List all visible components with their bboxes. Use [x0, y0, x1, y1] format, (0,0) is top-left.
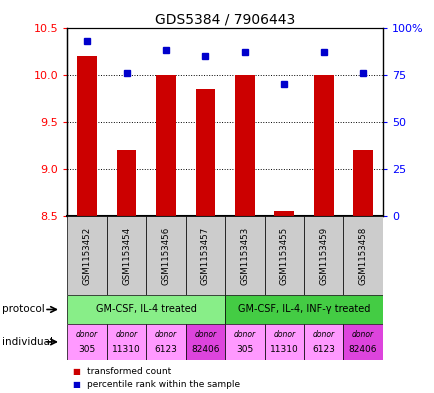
Text: GSM1153456: GSM1153456: [161, 226, 170, 285]
Bar: [107, 216, 146, 295]
Text: GM-CSF, IL-4, INF-γ treated: GM-CSF, IL-4, INF-γ treated: [237, 305, 369, 314]
Bar: [342, 324, 382, 360]
Text: GM-CSF, IL-4 treated: GM-CSF, IL-4 treated: [95, 305, 196, 314]
Text: 82406: 82406: [348, 345, 376, 354]
Text: donor: donor: [351, 331, 373, 339]
Text: 11310: 11310: [112, 345, 141, 354]
Text: donor: donor: [155, 331, 177, 339]
Text: transformed count: transformed count: [87, 367, 171, 376]
Text: donor: donor: [273, 331, 295, 339]
Text: donor: donor: [194, 331, 216, 339]
Bar: [234, 75, 254, 216]
Text: 305: 305: [78, 345, 95, 354]
Text: 6123: 6123: [154, 345, 177, 354]
Text: percentile rank within the sample: percentile rank within the sample: [87, 380, 240, 389]
Text: GSM1153458: GSM1153458: [358, 226, 367, 285]
Text: GSM1153453: GSM1153453: [240, 226, 249, 285]
Bar: [195, 89, 215, 216]
Text: GSM1153459: GSM1153459: [319, 226, 327, 285]
Text: 305: 305: [236, 345, 253, 354]
Bar: [77, 56, 97, 216]
Bar: [67, 216, 107, 295]
Bar: [303, 324, 342, 360]
Bar: [225, 295, 382, 324]
Bar: [185, 324, 225, 360]
Text: ■: ■: [72, 380, 79, 389]
Bar: [116, 150, 136, 216]
Bar: [225, 324, 264, 360]
Bar: [146, 216, 185, 295]
Text: 6123: 6123: [312, 345, 334, 354]
Text: GSM1153454: GSM1153454: [122, 226, 131, 285]
Text: GSM1153452: GSM1153452: [82, 226, 92, 285]
Bar: [352, 150, 372, 216]
Bar: [342, 216, 382, 295]
Text: GSM1153455: GSM1153455: [279, 226, 288, 285]
Bar: [303, 216, 342, 295]
Text: individual: individual: [2, 337, 53, 347]
Text: donor: donor: [312, 331, 334, 339]
Bar: [185, 216, 225, 295]
Text: donor: donor: [115, 331, 137, 339]
Text: protocol: protocol: [2, 305, 45, 314]
Bar: [146, 324, 185, 360]
Text: 82406: 82406: [191, 345, 219, 354]
Bar: [264, 216, 303, 295]
Bar: [313, 75, 333, 216]
Text: GSM1153457: GSM1153457: [201, 226, 210, 285]
Bar: [225, 216, 264, 295]
Title: GDS5384 / 7906443: GDS5384 / 7906443: [155, 12, 295, 26]
Bar: [107, 324, 146, 360]
Text: ■: ■: [72, 367, 79, 376]
Bar: [264, 324, 303, 360]
Bar: [67, 295, 225, 324]
Bar: [67, 324, 107, 360]
Bar: [274, 211, 293, 216]
Bar: [156, 75, 175, 216]
Text: donor: donor: [233, 331, 255, 339]
Text: 11310: 11310: [269, 345, 298, 354]
Text: donor: donor: [76, 331, 98, 339]
